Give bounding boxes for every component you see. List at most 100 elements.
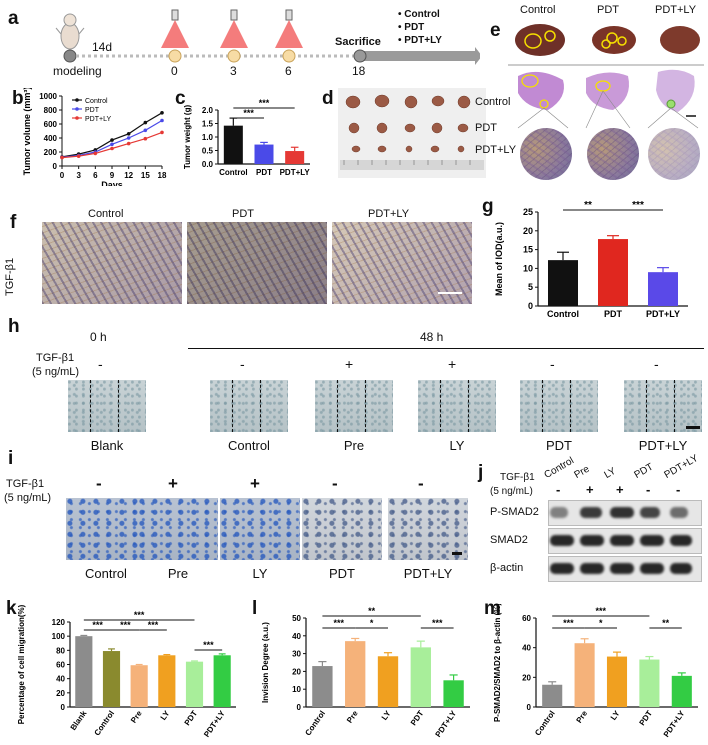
j-sign: +	[586, 482, 594, 497]
tumor-label-pdt-ly: PDT+LY	[475, 144, 517, 156]
day18-label: 18	[352, 64, 366, 78]
legend-label: PDT+LY	[85, 116, 111, 123]
legend-marker	[75, 116, 79, 120]
bar	[158, 655, 176, 707]
data-point	[160, 130, 164, 135]
tumor-label-pdt: PDT	[475, 122, 497, 134]
data-point	[110, 138, 114, 142]
data-point	[126, 136, 131, 140]
h-label: LY	[449, 438, 465, 453]
significance-label: **	[368, 606, 376, 616]
data-point	[160, 118, 164, 123]
modeling-node	[63, 49, 77, 63]
tumor-volume-chart: 0 200 400 600 800 1000 0 3 6 9 12 15 18 Days Tumor vol…	[22, 88, 167, 186]
panel-label-l: l	[252, 598, 258, 619]
x-tick-label: 12	[124, 171, 133, 180]
bar	[639, 659, 660, 707]
transwell-image	[138, 498, 218, 560]
x-tick-label: 9	[110, 171, 115, 180]
significance-label: ***	[596, 606, 607, 616]
j-concentration-label: (5 ng/mL)	[490, 486, 533, 497]
mouse-icon	[55, 13, 85, 50]
y-tick-label: 30	[292, 650, 301, 659]
y-tick-label: 15	[523, 245, 533, 255]
i-label: PDT+LY	[403, 566, 453, 581]
x-tick-label: PDT	[409, 709, 426, 727]
bar	[443, 680, 464, 707]
y-tick-label: 120	[52, 618, 66, 627]
bar	[102, 651, 121, 707]
y-tick-label: 600	[44, 120, 58, 129]
day3-node	[227, 49, 241, 63]
bar	[213, 655, 231, 707]
day0-node	[168, 49, 182, 63]
x-tick-label: Pre	[129, 709, 144, 725]
liver-label-control: Control	[520, 4, 556, 16]
panel-label-b: b	[12, 88, 24, 109]
ihc-image-pdt	[187, 222, 327, 304]
data-point	[143, 136, 148, 141]
panel-label-f: f	[10, 212, 17, 233]
blot-band	[550, 563, 574, 574]
transwell-image	[220, 498, 300, 560]
blot-band	[550, 507, 568, 518]
x-tick-label: PDT	[637, 709, 654, 727]
significance-label: ***	[134, 610, 145, 620]
data-point	[60, 155, 64, 160]
h-label: Blank	[90, 438, 124, 453]
y-tick-label: 0.5	[202, 147, 214, 156]
panel-label-d: d	[322, 88, 334, 109]
j-sign: +	[616, 482, 624, 497]
h-concentration-label: (5 ng/mL)	[32, 366, 80, 378]
panel-label-h: h	[8, 316, 20, 337]
y-tick-label: 40	[292, 632, 301, 641]
h-48h-rule	[188, 348, 704, 349]
y-tick-label: 0	[527, 703, 532, 712]
bar	[345, 641, 366, 707]
y-tick-label: 20	[522, 673, 531, 682]
h-label: Control	[228, 438, 270, 453]
bar	[75, 636, 93, 707]
y-tick-label: 10	[292, 685, 301, 694]
x-tick-label: Control	[547, 309, 579, 319]
j-row-label: SMAD2	[490, 534, 528, 546]
y-tick-label: 20	[292, 667, 301, 676]
panel-label-g: g	[482, 196, 494, 217]
blot-band	[550, 535, 574, 546]
bar	[223, 125, 243, 164]
y-tick-label: 1.5	[202, 120, 214, 129]
day18-node	[353, 49, 367, 63]
y-tick-label: 1000	[39, 92, 57, 101]
bar	[377, 656, 399, 707]
j-lane-label: Pre	[572, 463, 592, 481]
y-tick-label: 200	[44, 148, 58, 157]
data-point	[110, 142, 114, 147]
bar	[574, 643, 595, 707]
modeling-label: modeling	[53, 64, 102, 78]
x-tick-label: PDT+LY	[202, 708, 227, 738]
y-axis-label: Mean of IOD(a.u.)	[494, 222, 504, 296]
x-tick-label: Blank	[69, 709, 89, 732]
i-label: Pre	[167, 566, 189, 581]
bar	[671, 675, 692, 707]
tumor-label-control: Control	[475, 96, 511, 108]
bar	[542, 684, 563, 707]
significance-label: ***	[563, 618, 574, 628]
x-tick-label: LY	[609, 708, 622, 721]
x-tick-label: 6	[93, 171, 98, 180]
y-tick-label: 40	[522, 644, 531, 653]
significance-label: ***	[334, 618, 345, 628]
significance-label: ***	[92, 620, 103, 630]
significance-label: ***	[148, 620, 159, 630]
timeline-diagram	[55, 9, 480, 65]
i-sign: +	[250, 474, 260, 493]
j-lane-label: Control	[542, 455, 576, 481]
significance-label: ***	[203, 640, 214, 650]
x-tick-label: PDT	[183, 709, 200, 727]
liver-images	[508, 24, 704, 129]
bar	[285, 151, 305, 164]
legend-marker	[75, 98, 79, 102]
ihc-image-control	[42, 222, 182, 304]
y-tick-label: 50	[292, 614, 301, 623]
x-tick-label: Control	[92, 709, 116, 737]
